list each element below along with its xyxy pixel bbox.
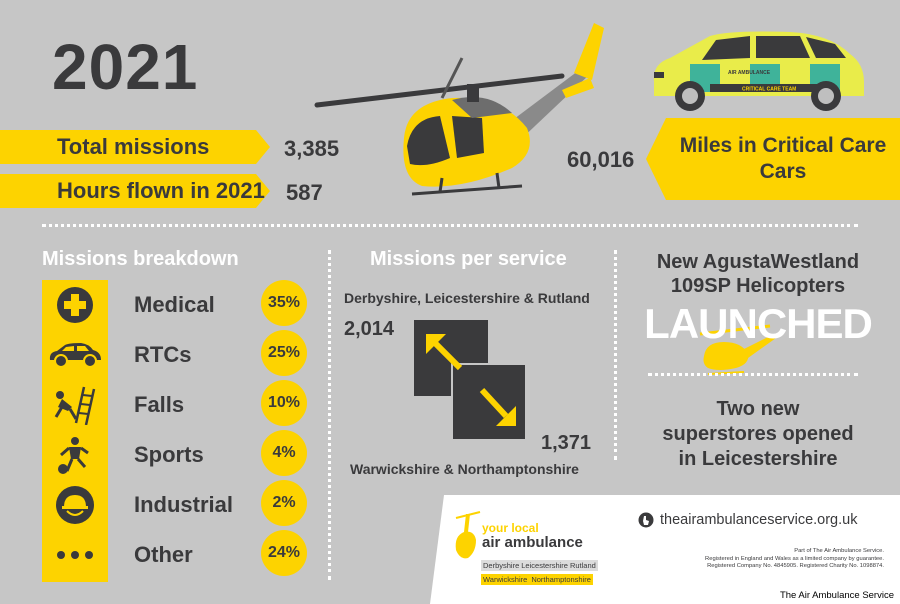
launched-helicopter-icon [699, 324, 776, 375]
air-ambulance-logo-icon [455, 511, 481, 559]
logo-small-text: your local [482, 521, 539, 535]
county-warwickshire: Warwickshire [483, 575, 528, 584]
breakdown-label-rtcs: RTCs [134, 342, 192, 367]
footer-panel [430, 495, 900, 604]
breakdown-percent-other: 24% [261, 530, 307, 576]
total-missions-label: Total missions [57, 134, 210, 159]
miles-value: 60,016 [567, 147, 635, 172]
year-heading: 2021 [52, 31, 199, 103]
breakdown-percent-industrial: 2% [261, 480, 307, 526]
breakdown-label-sports: Sports [134, 442, 204, 467]
counties-row-1: Derbyshire Leicestershire Rutland [481, 560, 598, 571]
car-stripe-text: CRITICAL CARE TEAM [742, 87, 796, 93]
breakdown-label-falls: Falls [134, 392, 185, 417]
logo-big-text: air ambulance [482, 534, 583, 551]
hard-hat-icon [42, 480, 108, 530]
legal-line-3: Registered Company No. 4845905. Register… [707, 563, 884, 569]
breakdown-icon-column [42, 280, 108, 582]
website-row: theairambulanceservice.org.uk [638, 512, 857, 528]
new-helicopters-line2: 109SP Helicopters [670, 275, 846, 297]
medical-cross-icon [42, 280, 108, 330]
legal-line-1: Part of The Air Ambulance Service. [794, 548, 884, 554]
total-missions-banner: Total missions [0, 130, 270, 164]
superstores-line3: in Leicestershire [678, 448, 838, 470]
superstores-line2: superstores opened [662, 423, 854, 445]
new-helicopters-text: New AgustaWestland 109SP Helicopters [626, 250, 890, 298]
county-northamptonshire: Northamptonshire [531, 575, 591, 584]
critical-care-car-illustration: AIR AMBULANCE CRITICAL CARE TEAM [653, 31, 864, 111]
hours-flown-banner: Hours flown in 2021 [0, 174, 270, 208]
news-divider [648, 373, 858, 376]
total-missions-value: 3,385 [284, 136, 340, 161]
website-link[interactable]: theairambulanceservice.org.uk [660, 512, 858, 528]
county-derbyshire: Derbyshire [483, 561, 520, 570]
breakdown-title: Missions breakdown [42, 248, 239, 270]
breakdown-label-medical: Medical [134, 292, 215, 317]
county-rutland: Rutland [569, 561, 596, 570]
north-service-value: 2,014 [344, 318, 395, 340]
north-service-label: Derbyshire, Leicestershire & Rutland [344, 290, 590, 306]
pointer-hand-icon [638, 512, 654, 528]
breakdown-percent-falls: 10% [261, 380, 307, 426]
miles-label: Miles in Critical Care Cars [679, 134, 887, 183]
launched-heading: LAUNCHED [644, 300, 873, 347]
new-helicopters-line1: New AgustaWestland [656, 251, 860, 273]
right-column-divider [614, 250, 617, 460]
south-service-label: Warwickshire & Northamptonshire [350, 461, 579, 477]
superstores-line1: Two new [716, 398, 800, 420]
breakdown-label-industrial: Industrial [134, 492, 234, 517]
ellipsis-icon [42, 530, 108, 580]
image-credit: The Air Ambulance Service [779, 590, 894, 601]
breakdown-percent-rtcs: 25% [261, 330, 307, 376]
car-icon [42, 330, 108, 380]
falling-person-icon [42, 380, 108, 430]
football-player-icon [42, 430, 108, 480]
county-leicestershire: Leicestershire [521, 561, 568, 570]
left-column-divider [328, 250, 331, 580]
legal-text: Part of The Air Ambulance Service. Regis… [584, 548, 884, 571]
breakdown-percent-sports: 4% [261, 430, 307, 476]
helicopter-illustration [314, 23, 604, 196]
breakdown-percent-medical: 35% [261, 280, 307, 326]
legal-line-2: Registered in England and Wales as a lim… [705, 555, 884, 562]
top-divider [42, 224, 858, 227]
service-split-arrows [414, 320, 526, 440]
per-service-title: Missions per service [370, 248, 567, 270]
miles-banner: Miles in Critical Care Cars [646, 118, 900, 200]
superstores-text: Two new superstores opened in Leicesters… [626, 397, 890, 472]
south-service-value: 1,371 [541, 432, 592, 454]
breakdown-label-other: Other [134, 542, 193, 567]
hours-flown-label: Hours flown in 2021 [57, 178, 265, 203]
car-door-text: AIR AMBULANCE [728, 70, 771, 76]
hours-flown-value: 587 [286, 180, 323, 205]
counties-row-2: Warwickshire Northamptonshire [481, 574, 593, 585]
